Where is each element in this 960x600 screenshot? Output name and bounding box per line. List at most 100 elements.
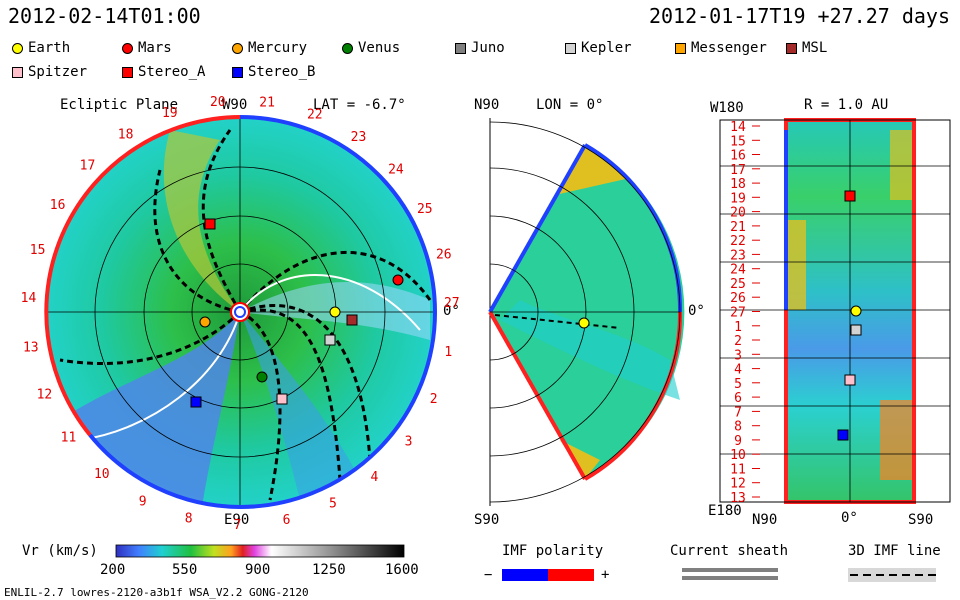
ecliptic-tick-label: 16 bbox=[50, 198, 66, 213]
ecliptic-tick-label: 18 bbox=[118, 128, 134, 143]
ecliptic-tick-label: 17 bbox=[80, 159, 96, 174]
meridional-right-label: 0° bbox=[688, 303, 705, 319]
stereo-b-point bbox=[190, 396, 202, 408]
ecliptic-tick-label: 10 bbox=[94, 467, 110, 482]
map-r-label: R = 1.0 AU bbox=[804, 97, 889, 113]
header-right-time: 2012-01-17T19 +27.27 days bbox=[648, 4, 950, 28]
legend-label: MSL bbox=[802, 40, 828, 56]
map-y-tick-label: 27 bbox=[730, 306, 746, 321]
velocity-colorbar bbox=[115, 544, 405, 558]
legend-earth: Earth bbox=[12, 40, 70, 56]
map-y-tick-label: 13 bbox=[730, 491, 746, 506]
map-y-tick-label: 25 bbox=[730, 277, 746, 292]
spitzer-marker-icon bbox=[12, 66, 23, 78]
kepler-marker-icon bbox=[565, 42, 576, 54]
legend-kepler: Kepler bbox=[565, 40, 632, 56]
map-y-tick-label: 6 bbox=[734, 391, 742, 406]
header-left-time: 2012-02-14T01:00 bbox=[8, 4, 201, 28]
legend-label: Mercury bbox=[248, 40, 308, 56]
ecliptic-tick-label: 8 bbox=[185, 512, 193, 527]
map-y-tick-label: 18 bbox=[730, 177, 746, 192]
legend-messenger: Messenger bbox=[675, 40, 767, 56]
meridional-top-label: N90 bbox=[474, 97, 500, 113]
earth-marker-icon bbox=[12, 42, 23, 54]
colorbar-tick-900: 900 bbox=[245, 562, 271, 578]
ecliptic-tick-label: 26 bbox=[436, 248, 452, 263]
legend-mars: Mars bbox=[122, 40, 172, 56]
current-sheath-line-1 bbox=[682, 568, 778, 572]
map-y-tick-label: 17 bbox=[730, 163, 746, 178]
map-y-tick-labels: 1415161718192021222324252627123456789101… bbox=[730, 120, 760, 506]
map-y-tick-label: 1 bbox=[734, 320, 742, 335]
map-y-tick-label: 22 bbox=[730, 234, 746, 249]
legend-juno: Juno bbox=[455, 40, 505, 56]
map-y-tick-label: 7 bbox=[734, 405, 742, 420]
legend-label: Stereo_B bbox=[248, 64, 316, 80]
map-y-tick-label: 16 bbox=[730, 149, 746, 164]
ecliptic-tick-label: 1 bbox=[444, 345, 452, 360]
ecliptic-tick-label: 6 bbox=[283, 513, 291, 528]
map-x-label-s90: S90 bbox=[908, 512, 934, 528]
mars-point bbox=[392, 274, 404, 286]
meridional-bottom-label: S90 bbox=[474, 512, 500, 528]
ecliptic-tick-label: 27 bbox=[444, 296, 460, 311]
juno-marker-icon bbox=[455, 42, 466, 54]
legend-venus: Venus bbox=[342, 40, 400, 56]
meridional-lon-label: LON = 0° bbox=[536, 97, 604, 113]
imf-polarity-title: IMF polarity bbox=[502, 543, 604, 559]
colorbar-tick-200: 200 bbox=[100, 562, 126, 578]
ecliptic-tick-label: 24 bbox=[388, 162, 404, 177]
ecliptic-tick-label: 13 bbox=[23, 340, 39, 355]
messenger-marker-icon bbox=[675, 42, 686, 54]
ecliptic-tick-label: 11 bbox=[61, 431, 77, 446]
map-y-tick-label: 8 bbox=[734, 420, 742, 435]
ecliptic-tick-label: 12 bbox=[37, 388, 53, 403]
ecliptic-tick-label: 5 bbox=[329, 497, 337, 512]
stereo-a-point-map bbox=[844, 190, 856, 202]
map-y-tick-label: 26 bbox=[730, 291, 746, 306]
spitzer-point-map bbox=[844, 374, 856, 386]
colorbar-tick-1250: 1250 bbox=[312, 562, 346, 578]
ecliptic-tick-numbers: 20 21222324252627123456789101112131415161… bbox=[21, 95, 460, 533]
stereo-b-point-map bbox=[837, 429, 849, 441]
legend-spitzer: Spitzer bbox=[12, 64, 87, 80]
legend-label: Earth bbox=[28, 40, 71, 56]
ecliptic-tick-label: 23 bbox=[351, 130, 367, 145]
footer-model-info: ENLIL-2.7 lowres-2120-a3b1f WSA_V2.2 GON… bbox=[4, 586, 309, 599]
stereo-a-marker-icon bbox=[122, 66, 133, 78]
map-y-tick-label: 23 bbox=[730, 248, 746, 263]
imf-negative-bar bbox=[502, 569, 548, 581]
ecliptic-tick-label: 20 bbox=[210, 95, 226, 110]
legend-stereo-a: Stereo_A bbox=[122, 64, 205, 80]
legend-stereo-b: Stereo_B bbox=[232, 64, 315, 80]
legend-label: Mars bbox=[138, 40, 172, 56]
ecliptic-tick-label: 22 bbox=[307, 108, 323, 123]
map-y-tick-label: 5 bbox=[734, 377, 742, 392]
current-sheath-line-2 bbox=[682, 576, 778, 580]
ecliptic-tick-label: 14 bbox=[21, 291, 37, 306]
venus-point bbox=[256, 371, 268, 383]
map-y-tick-label: 11 bbox=[730, 463, 746, 478]
ecliptic-tick-label: 25 bbox=[417, 202, 433, 217]
colorbar-tick-1600: 1600 bbox=[385, 562, 419, 578]
colorbar-label: Vr (km/s) bbox=[22, 543, 98, 559]
imf-minus-sign: − bbox=[484, 567, 493, 583]
imf-positive-bar bbox=[548, 569, 594, 581]
latlon-map-plot bbox=[719, 118, 951, 504]
map-y-tick-label: 2 bbox=[734, 334, 742, 349]
legend-label: Juno bbox=[471, 40, 505, 56]
spitzer-point bbox=[276, 393, 288, 405]
mercury-point bbox=[199, 316, 211, 328]
map-y-tick-label: 15 bbox=[730, 134, 746, 149]
kepler-point bbox=[324, 334, 336, 346]
ecliptic-tick-label: 21 bbox=[259, 96, 275, 111]
meridional-plot bbox=[488, 118, 685, 506]
ecliptic-top-label: W90 bbox=[222, 97, 248, 113]
map-y-tick-label: 21 bbox=[730, 220, 746, 235]
earth-point-map bbox=[850, 305, 862, 317]
map-y-tick-label: 4 bbox=[734, 363, 742, 378]
map-y-tick-label: 20 bbox=[730, 206, 746, 221]
ecliptic-tick-label: 19 bbox=[162, 106, 178, 121]
legend-label: Kepler bbox=[581, 40, 632, 56]
